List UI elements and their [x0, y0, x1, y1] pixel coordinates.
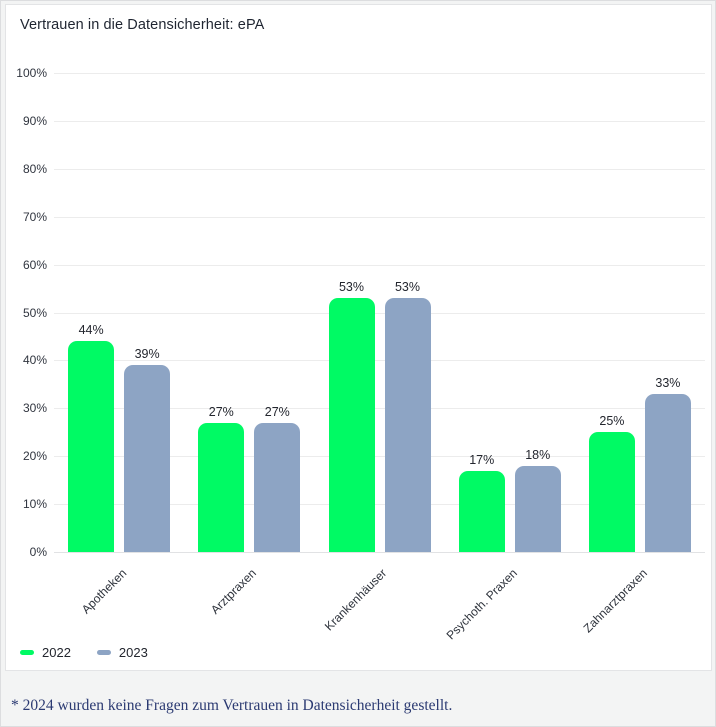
- gridline: [54, 552, 705, 553]
- y-axis-tick-label: 50%: [22, 305, 47, 320]
- y-axis-tick-label: 70%: [22, 209, 47, 224]
- gridline: [54, 360, 705, 362]
- bar-value-label: 39%: [134, 347, 160, 362]
- bar-2023[interactable]: 39%: [124, 347, 171, 552]
- x-axis-category-label: Arztpraxen: [208, 566, 260, 617]
- bar-groups: 44% 39% 27% 27% 53% 53% 17% 18% 25% 33%: [54, 73, 705, 552]
- legend-swatch-icon: [96, 649, 111, 655]
- y-axis-tick-label: 80%: [22, 161, 47, 176]
- legend-label: 2022: [42, 644, 71, 660]
- chart-card: Vertrauen in die Datensicherheit: ePA 44…: [5, 4, 712, 671]
- bar-2023[interactable]: 53%: [384, 280, 431, 552]
- gridline: [54, 216, 705, 218]
- gridline: [54, 120, 705, 122]
- plot-area: 44% 39% 27% 27% 53% 53% 17% 18% 25% 33%: [54, 73, 705, 553]
- gridline: [54, 73, 705, 74]
- footnote: * 2024 wurden keine Fragen zum Vertrauen…: [11, 697, 453, 714]
- gridline: [54, 504, 705, 506]
- bar-group: 44% 39%: [54, 73, 184, 552]
- gridline: [54, 264, 705, 266]
- y-axis-tick-label: 30%: [22, 401, 47, 416]
- x-axis-category-label: Krankenhäuser: [321, 566, 390, 634]
- legend-swatch-icon: [20, 649, 34, 655]
- bar-2023[interactable]: 18%: [514, 448, 561, 552]
- x-axis-cell: Krankenhäuser: [314, 552, 444, 636]
- bar-value-label: 53%: [394, 280, 421, 295]
- x-axis-cell: Psychoth. Praxen: [443, 552, 575, 642]
- x-axis-cell: Apotheken: [54, 552, 184, 636]
- legend-item-2022[interactable]: 2022: [20, 645, 71, 660]
- gridline: [54, 456, 705, 458]
- bar-2022[interactable]: 27%: [198, 405, 245, 552]
- bar-value-label: 53%: [338, 280, 365, 295]
- y-axis-tick-label: 90%: [22, 113, 47, 128]
- bar-group: 25% 33%: [575, 73, 705, 552]
- y-axis-tick-label: 100%: [16, 66, 47, 80]
- x-axis-category-label: Zahnarztpraxen: [580, 566, 650, 636]
- x-axis: Apotheken Arztpraxen Krankenhäuser Psychoth…: [54, 552, 705, 642]
- bar-2023[interactable]: 27%: [254, 405, 301, 552]
- legend-label: 2023: [118, 644, 148, 660]
- x-axis-cell: Zahnarztpraxen: [575, 552, 705, 636]
- bar-value-label: 25%: [599, 414, 625, 429]
- legend: 2022 2023: [6, 640, 711, 664]
- y-axis-tick-label: 40%: [22, 353, 47, 368]
- bar-2022[interactable]: 44%: [68, 323, 115, 552]
- legend-item-2023[interactable]: 2023: [96, 644, 148, 660]
- bar-group: 17% 18%: [445, 73, 575, 552]
- y-axis-tick-label: 10%: [22, 497, 47, 512]
- bar-value-label: 27%: [264, 404, 290, 419]
- x-axis-category-label: Apotheken: [78, 566, 130, 617]
- bar-value-label: 18%: [525, 447, 551, 462]
- bar-2022[interactable]: 53%: [328, 280, 375, 552]
- y-axis-tick-label: 20%: [22, 449, 47, 464]
- gridline: [54, 168, 705, 170]
- bar-group: 53% 53%: [314, 73, 444, 552]
- bar-value-label: 33%: [655, 375, 681, 390]
- bar-2022[interactable]: 25%: [588, 414, 635, 552]
- bar-value-label: 44%: [78, 323, 104, 338]
- bar-value-label: 17%: [469, 452, 495, 467]
- bar-value-label: 27%: [208, 404, 234, 419]
- y-axis-tick-label: 60%: [22, 257, 47, 272]
- x-axis-cell: Arztpraxen: [184, 552, 314, 636]
- chart-area: 44% 39% 27% 27% 53% 53% 17% 18% 25% 33% 0% 10% 20% 3…: [15, 66, 705, 559]
- bar-2023[interactable]: 33%: [644, 376, 691, 552]
- x-axis-category-label: Psychoth. Praxen: [443, 566, 520, 643]
- gridline: [54, 408, 705, 410]
- y-axis-tick-label: 0%: [29, 545, 47, 559]
- bar-group: 27% 27%: [184, 73, 314, 552]
- chart-title: Vertrauen in die Datensicherheit: ePA: [20, 17, 265, 33]
- bar-2022[interactable]: 17%: [458, 453, 505, 552]
- gridline: [54, 312, 705, 314]
